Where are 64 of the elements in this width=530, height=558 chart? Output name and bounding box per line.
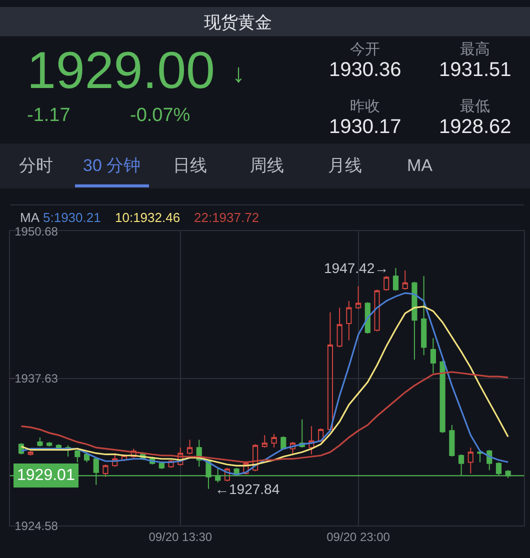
candlestick [346, 300, 352, 341]
x-tick-label: 09/20 23:00 [326, 530, 390, 544]
y-tick-label: 1950.68 [14, 224, 58, 238]
candlestick [468, 447, 474, 474]
candlestick [318, 428, 324, 442]
text: 日线 [173, 156, 207, 175]
y-tick-label: 1937.63 [14, 372, 58, 386]
text: 30 分钟 [83, 156, 141, 175]
text: 最低 [460, 98, 490, 115]
candlestick [477, 450, 483, 463]
text: 1930.17 [329, 116, 402, 138]
candlestick [262, 434, 268, 448]
text: 1930.36 [329, 59, 402, 81]
candlestick [271, 434, 277, 448]
candlestick [336, 307, 342, 348]
candlestick [158, 462, 164, 470]
text: 1931.51 [439, 59, 512, 81]
candlestick [37, 436, 43, 447]
candlestick [130, 448, 136, 458]
text: 昨收 [350, 98, 380, 115]
candlestick [112, 452, 118, 468]
candlestick [102, 464, 108, 478]
text: 22:1937.72 [194, 210, 260, 225]
candlestick [412, 281, 418, 360]
ref-line-label: 1929.01 [17, 467, 75, 484]
text: -1.17 [27, 105, 70, 126]
x-tick-label: 09/20 13:30 [148, 530, 212, 544]
candlestick [308, 426, 314, 455]
text: 最高 [460, 41, 490, 58]
candlestick [440, 360, 446, 434]
y-tick-label: 1924.58 [14, 518, 58, 533]
candlestick [290, 441, 296, 455]
candlestick [384, 276, 390, 292]
candlestick [168, 460, 174, 468]
text: 今开 [350, 41, 380, 58]
text: 分时 [19, 156, 53, 175]
annotation: ←1927.84 [215, 481, 280, 497]
candlestick [374, 289, 380, 332]
candlestick [28, 450, 34, 456]
candlestick [186, 439, 193, 455]
text: 1929.00 [27, 42, 215, 100]
text: 5:1930.21 [43, 210, 101, 225]
candlestick [355, 286, 362, 310]
legend-title: MA [20, 210, 40, 225]
candlestick [421, 276, 427, 356]
text: 周线 [250, 156, 284, 175]
text: 1928.62 [439, 116, 512, 138]
text: 月线 [328, 156, 362, 175]
chart-title: 现货黄金 [204, 13, 272, 32]
candlestick [252, 444, 258, 472]
candlestick [392, 268, 399, 292]
candlestick [449, 424, 455, 458]
candlestick [402, 270, 408, 290]
candlestick [243, 460, 249, 476]
candlestick [46, 441, 52, 447]
text: -0.07% [130, 105, 190, 126]
candlestick [430, 338, 436, 374]
candlestick [224, 467, 230, 482]
text: ↓ [232, 58, 245, 88]
candlestick [327, 312, 333, 430]
candlestick [178, 447, 184, 466]
text: MA [407, 156, 434, 175]
annotation: 1947.42→ [324, 260, 389, 276]
text: 10:1932.46 [115, 210, 180, 225]
